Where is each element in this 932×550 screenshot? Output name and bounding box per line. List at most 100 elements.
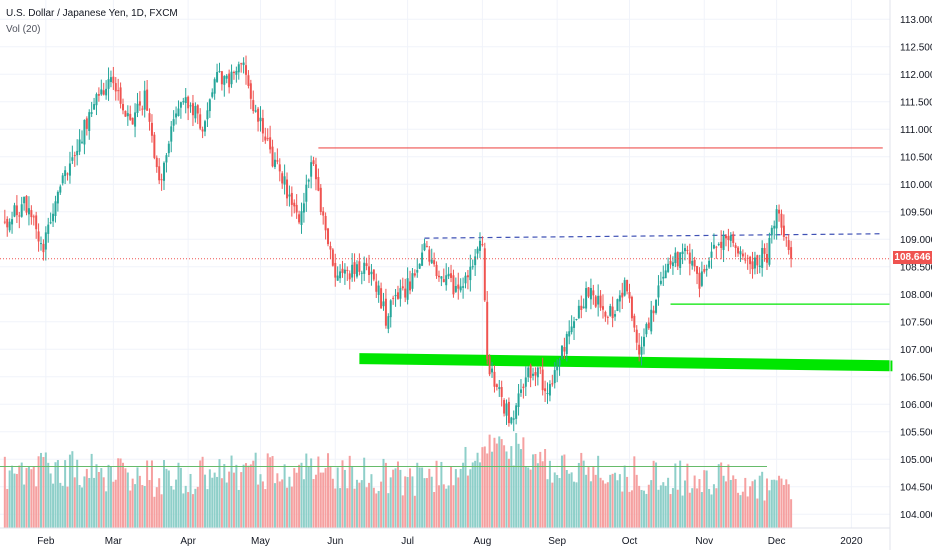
volume-bar: [539, 451, 542, 528]
candle-body: [59, 186, 62, 193]
volume-bar: [129, 490, 132, 528]
volume-bar: [782, 484, 785, 528]
candle-body: [97, 94, 100, 96]
candle-body: [384, 298, 387, 326]
volume-bar: [729, 479, 732, 528]
candle-body: [23, 196, 26, 204]
volume-bar: [319, 472, 322, 528]
volume-bar: [90, 453, 93, 528]
candle-body: [300, 211, 303, 225]
candle-body: [683, 248, 686, 252]
candle-body: [652, 310, 655, 314]
volume-bar: [273, 483, 276, 528]
candle-body: [640, 346, 643, 355]
candle-body: [254, 110, 257, 112]
candle-body: [225, 75, 228, 79]
candle-body: [763, 247, 766, 254]
candle-body: [478, 240, 481, 251]
candle-body: [6, 218, 9, 228]
volume-bar: [358, 482, 361, 528]
volume-bar: [42, 457, 45, 528]
candle-body: [401, 286, 404, 289]
candle-body: [679, 252, 682, 268]
volume-bar: [141, 485, 144, 528]
volume-bar: [47, 462, 50, 528]
candle-body: [324, 215, 327, 231]
candle-body: [623, 280, 626, 296]
candle-body: [635, 329, 638, 343]
volume-bar: [568, 473, 571, 528]
candle-body: [191, 103, 194, 116]
candle-body: [83, 119, 86, 145]
candle-body: [597, 295, 600, 305]
candle-body: [13, 205, 16, 217]
volume-bar: [324, 468, 327, 528]
volume-bar: [73, 477, 76, 528]
candle-body: [505, 403, 508, 416]
volume-bar: [13, 473, 16, 528]
candle-body: [179, 102, 182, 108]
candle-body: [421, 252, 424, 266]
volume-bar: [204, 474, 207, 528]
candle-body: [599, 295, 602, 308]
volume-bar: [54, 462, 57, 528]
volume-bar: [143, 485, 146, 528]
volume-bar: [763, 500, 766, 528]
volume-bar: [758, 475, 761, 528]
volume-bar: [440, 461, 443, 528]
candle-body: [659, 280, 662, 284]
volume-bar: [652, 460, 655, 528]
candle-body: [739, 251, 742, 255]
candle-body: [47, 224, 50, 234]
candle-body: [283, 176, 286, 185]
candle-body: [276, 160, 279, 162]
candle-body: [703, 269, 706, 272]
volume-bar: [264, 489, 267, 528]
volume-bar: [529, 469, 532, 528]
candle-body: [411, 273, 414, 289]
volume-bar: [712, 484, 715, 528]
volume-bar: [61, 485, 64, 528]
candle-body: [3, 221, 6, 223]
volume-bar: [155, 487, 158, 528]
volume-bar: [510, 446, 513, 528]
candle-body: [457, 284, 460, 289]
volume-bar: [259, 474, 262, 528]
volume-bar: [218, 459, 221, 528]
candle-body: [257, 108, 260, 122]
volume-bar: [503, 445, 506, 528]
candle-body: [556, 366, 559, 371]
candle-body: [416, 269, 419, 273]
volume-bar: [167, 470, 170, 528]
volume-bar: [642, 490, 645, 528]
candle-body: [459, 286, 462, 291]
candle-body: [568, 331, 571, 337]
volume-bar: [409, 468, 412, 528]
volume-bar: [112, 481, 115, 528]
candle-body: [611, 306, 614, 319]
candle-body: [775, 209, 778, 229]
candle-body: [717, 243, 720, 245]
candle-body: [522, 386, 525, 389]
volume-indicator-label[interactable]: Vol (20): [6, 24, 41, 35]
candle-body: [780, 213, 783, 228]
candle-body: [430, 259, 433, 264]
volume-bar: [220, 478, 223, 528]
candle-body: [259, 117, 262, 122]
volume-bar: [199, 460, 202, 528]
candle-body: [73, 155, 76, 157]
candle-body: [360, 272, 363, 274]
volume-bar: [201, 456, 204, 528]
candle-body: [218, 71, 221, 73]
candle-body: [770, 227, 773, 236]
volume-bar: [462, 462, 465, 528]
candle-body: [136, 103, 139, 113]
symbol-title[interactable]: U.S. Dollar / Japanese Yen, 1D, FXCM: [6, 8, 178, 19]
volume-bar: [551, 482, 554, 528]
volume-bar: [623, 465, 626, 528]
volume-bar: [228, 471, 231, 528]
volume-bar: [126, 472, 129, 528]
volume-bar: [700, 492, 703, 528]
candle-body: [698, 272, 701, 289]
